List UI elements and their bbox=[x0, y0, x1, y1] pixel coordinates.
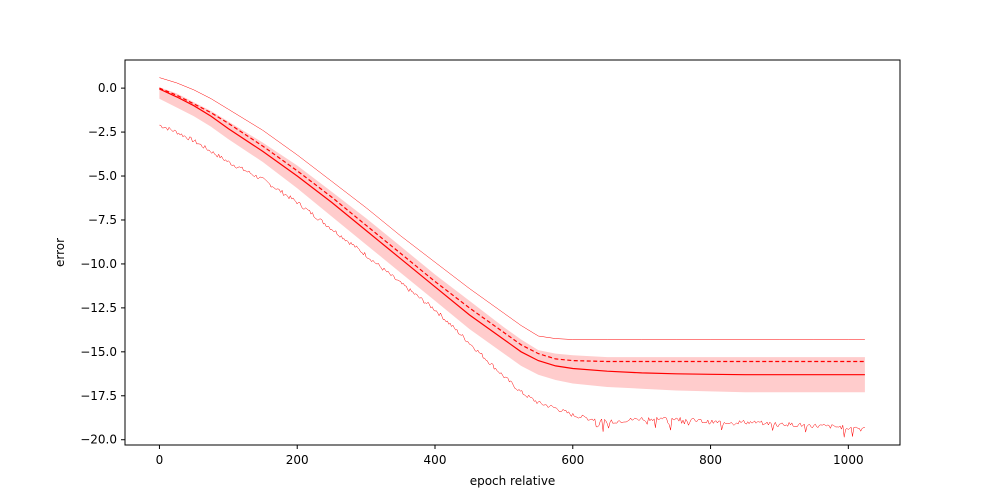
series-line-max bbox=[159, 77, 865, 340]
plot-area bbox=[159, 77, 865, 438]
y-axis-label: error bbox=[53, 238, 67, 267]
x-tick-label: 400 bbox=[424, 453, 447, 467]
x-tick-label: 200 bbox=[286, 453, 309, 467]
x-tick-label: 1000 bbox=[833, 453, 864, 467]
y-tick-label: 0.0 bbox=[98, 81, 117, 95]
y-tick-label: −17.5 bbox=[80, 389, 117, 403]
x-tick-label: 0 bbox=[156, 453, 164, 467]
y-axis: 0.0 −2.5 −5.0 −7.5 −10.0 −12.5 −15.0 −17.5 −20.0 bbox=[80, 81, 125, 447]
y-tick-label: −20.0 bbox=[80, 433, 117, 447]
series-line-mean bbox=[159, 88, 865, 376]
y-tick-label: −2.5 bbox=[88, 125, 117, 139]
std-band bbox=[159, 87, 865, 393]
y-tick-label: −10.0 bbox=[80, 257, 117, 271]
y-tick-label: −15.0 bbox=[80, 345, 117, 359]
y-tick-label: −12.5 bbox=[80, 301, 117, 315]
x-axis-label: epoch relative bbox=[470, 474, 556, 488]
series-line-min bbox=[159, 124, 865, 438]
x-tick-label: 800 bbox=[699, 453, 722, 467]
axes-frame bbox=[124, 59, 901, 446]
series-line-median bbox=[159, 87, 865, 363]
y-tick-label: −5.0 bbox=[88, 169, 117, 183]
x-tick-label: 600 bbox=[561, 453, 584, 467]
x-axis: 0 200 400 600 800 1000 bbox=[156, 445, 864, 467]
y-tick-label: −7.5 bbox=[88, 213, 117, 227]
